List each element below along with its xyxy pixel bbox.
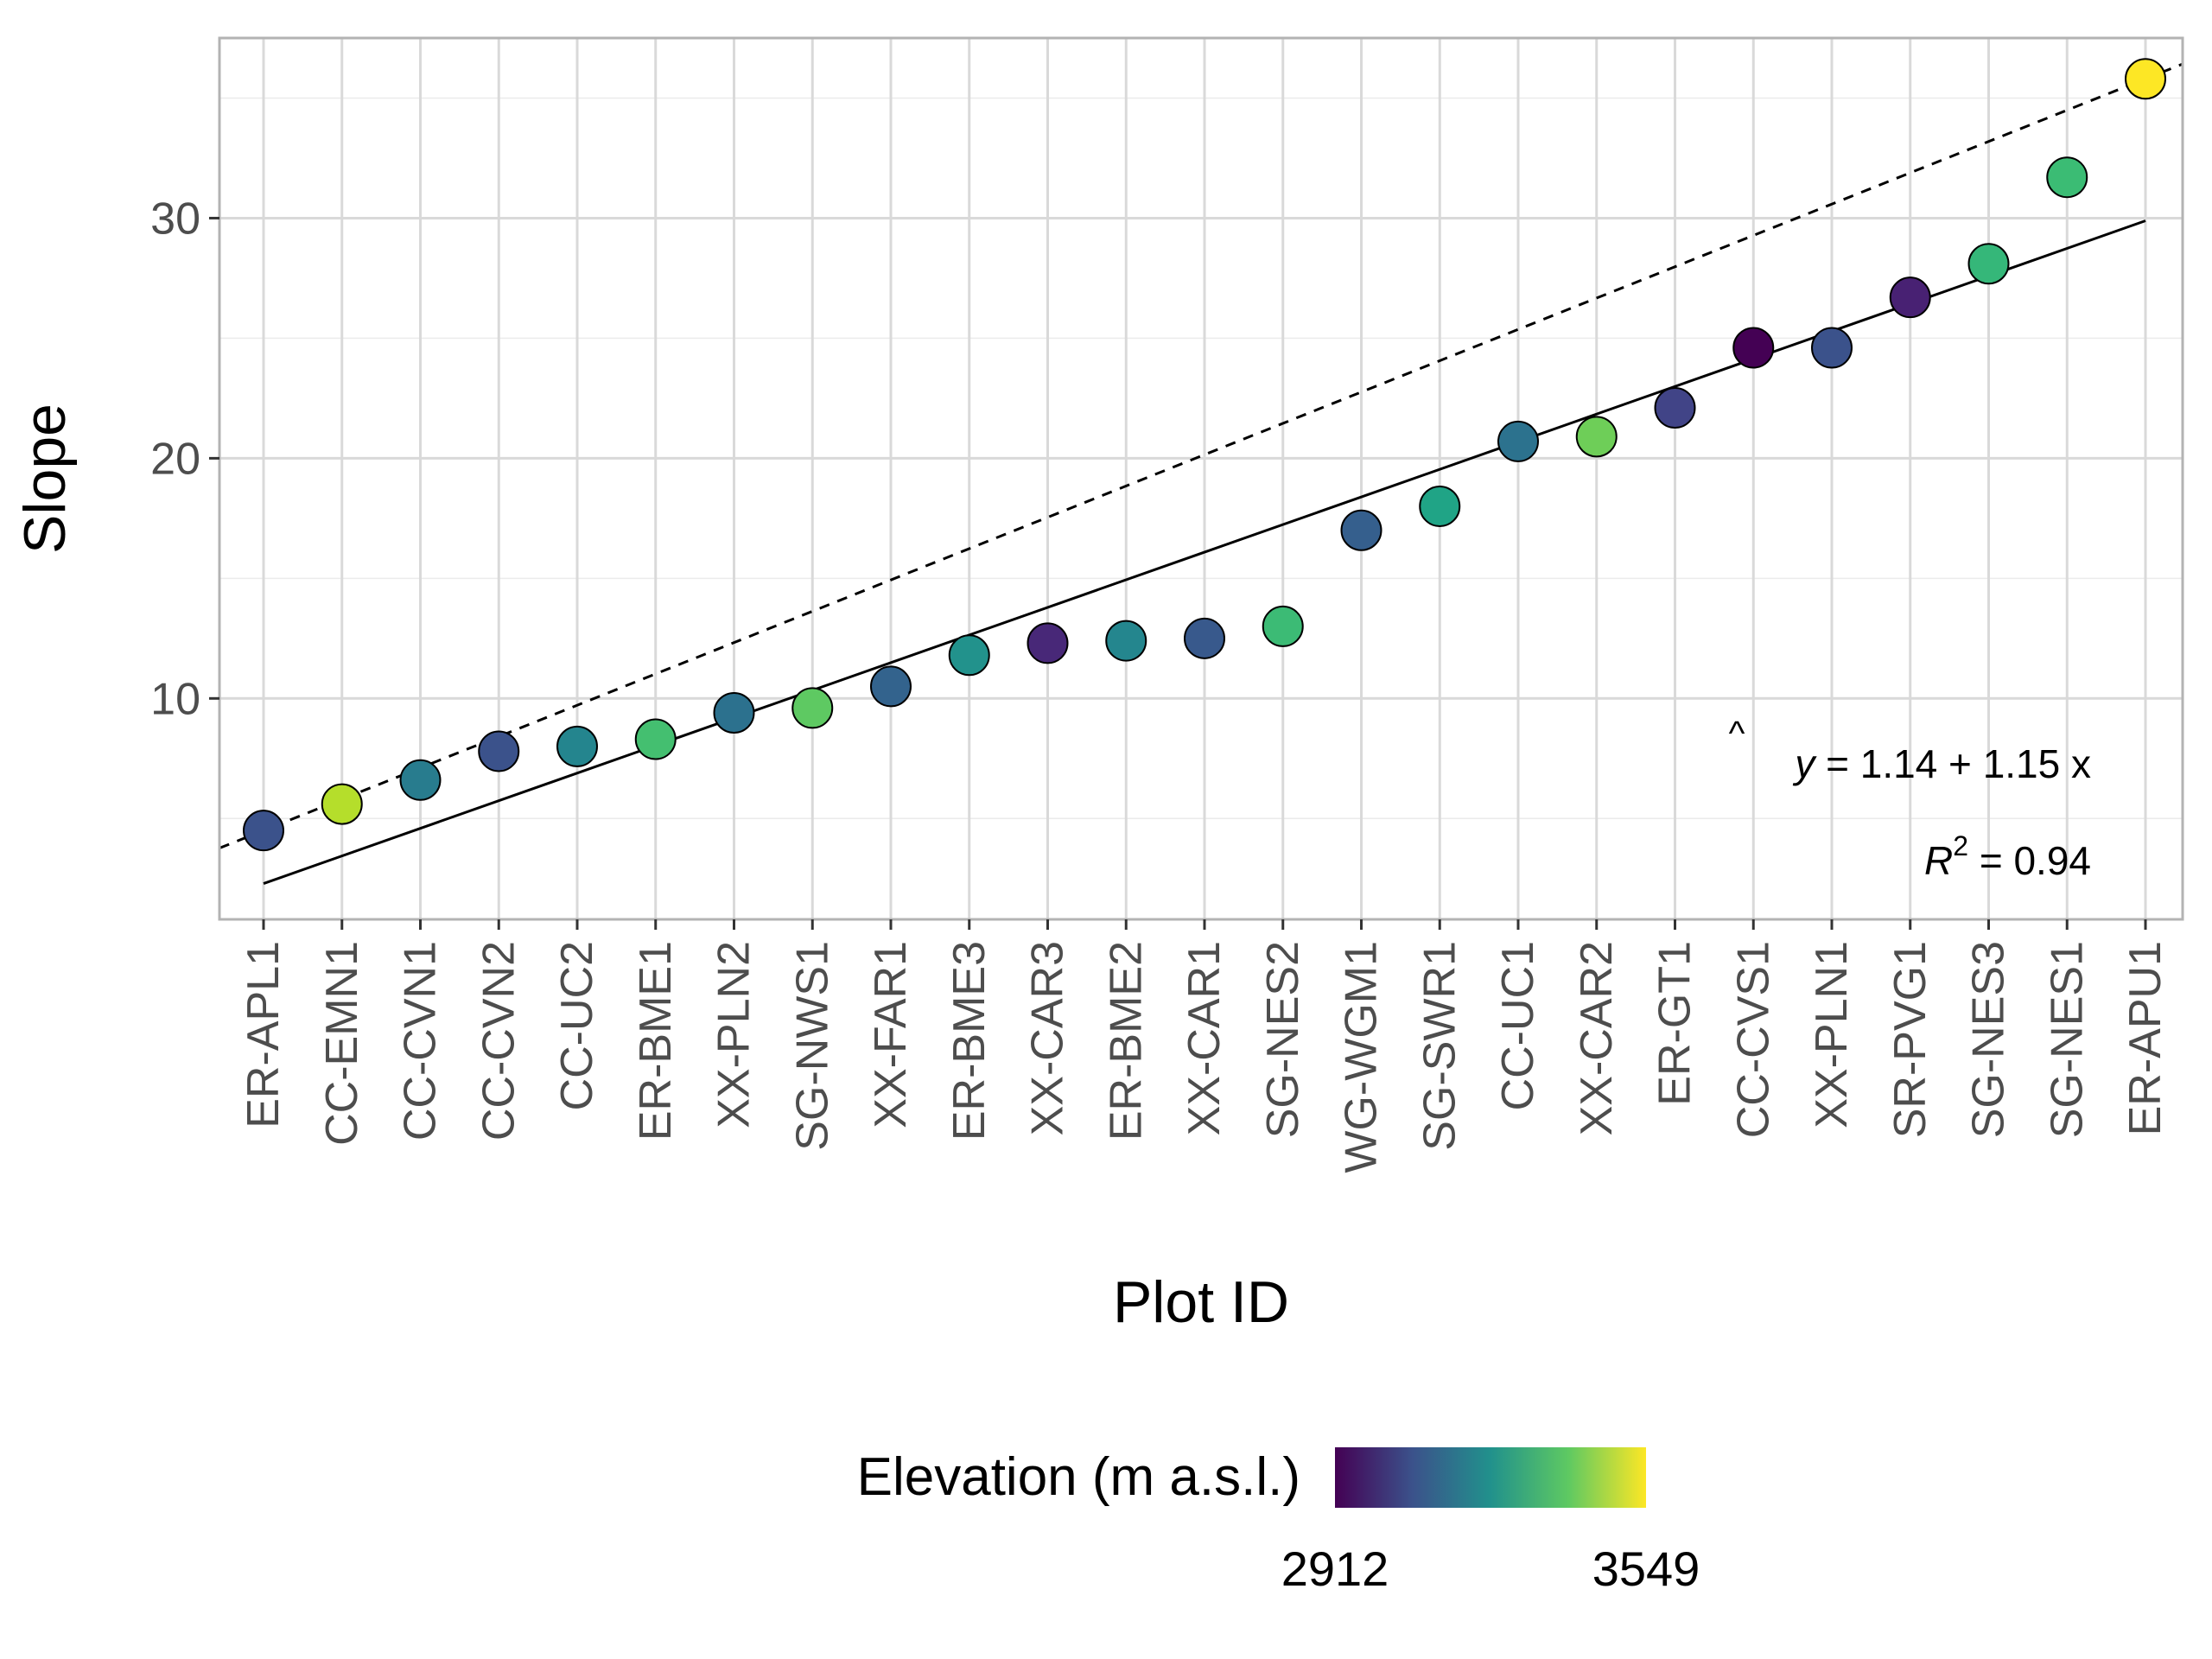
identity-line [219,62,2183,849]
data-points [243,58,2166,852]
color-legend: Elevation (m a.s.l.) 2912 3549 [857,1447,1700,1596]
x-tick-label: XX-CAR3 [1023,941,1073,1135]
plot-border [218,36,2184,921]
x-tick-label: ER-APL1 [238,941,289,1128]
x-tick-label: XX-FAR1 [866,941,916,1128]
x-tick-label: SR-PVG1 [1885,941,1936,1138]
x-tick-label: XX-CAR1 [1179,941,1230,1135]
y-axis: 10 20 30 [150,194,219,724]
data-point-xx-car2 [1575,416,1618,458]
x-tick-label: ER-APU1 [2120,941,2171,1135]
data-point-sg-nes1 [2046,156,2088,199]
x-tick-label: XX-PLN2 [709,941,760,1128]
data-point-er-bme2 [1105,620,1147,662]
x-tick-label: WG-WGM1 [1337,941,1387,1173]
x-tick-label: ER-GT1 [1650,941,1700,1106]
data-point-cc-cvn1 [399,759,442,801]
legend-title: Elevation (m a.s.l.) [857,1447,1300,1507]
x-tick-label: CC-UC1 [1493,941,1543,1110]
plot-panel [219,38,2183,919]
legend-max-label: 3549 [1592,1541,1700,1596]
legend-min-label: 2912 [1281,1541,1389,1596]
data-point-cc-emn1 [321,783,363,825]
data-point-xx-pln2 [713,691,755,734]
data-point-sg-nes2 [1262,605,1304,647]
y-tick-label: 10 [150,674,200,724]
x-axis: ER-APL1 CC-EMN1 CC-CVN1 CC-CVN2 CC-UC2 ER-BME… [238,919,2171,1173]
x-tick-label: XX-CAR2 [1572,941,1622,1135]
x-tick-label: ER-BME3 [944,941,995,1141]
r2-value: = 0.94 [1968,838,2091,883]
data-point-cc-cvn2 [478,730,520,772]
data-point-xx-pln1 [1811,327,1853,369]
r2-label: R [1924,838,1953,883]
x-tick-label: XX-PLN1 [1807,941,1857,1128]
equation-body: = 1.14 + 1.15 x [1815,741,2091,786]
y-tick-label: 20 [150,434,200,484]
data-point-sg-nws1 [791,687,834,729]
x-tick-label: SG-NWS1 [787,941,837,1151]
equation-yhat: y [1792,741,1817,786]
data-point-cc-cvs1 [1732,327,1775,369]
x-tick-label: ER-BME2 [1101,941,1151,1141]
x-tick-label: SG-NES2 [1258,941,1308,1138]
y-axis-title: Slope [12,404,78,554]
x-tick-label: ER-BME1 [631,941,681,1141]
data-point-cc-uc2 [556,725,598,767]
data-point-sg-swr1 [1419,485,1461,527]
x-tick-label: SG-SWR1 [1414,941,1465,1151]
data-point-xx-car3 [1027,622,1069,664]
x-axis-title: Plot ID [1113,1269,1289,1335]
data-point-er-apu1 [2125,58,2166,100]
data-point-er-bme3 [948,634,990,677]
data-point-cc-uc1 [1497,420,1539,462]
legend-colorbar [1335,1447,1646,1508]
x-tick-label: SG-NES1 [2042,941,2092,1138]
regression-equation: y = 1.14 + 1.15 x ^ [1729,715,2091,786]
data-point-er-apl1 [243,810,284,852]
r-squared: R2 = 0.94 [1924,830,2091,883]
data-point-sg-nes3 [1967,243,2010,285]
data-point-wg-wgm1 [1340,509,1382,551]
hat-mark: ^ [1729,715,1745,753]
x-tick-label: SG-NES3 [1964,941,2014,1138]
grid-lines [219,38,2183,919]
svg-text:R2 = 0.94: R2 = 0.94 [1924,830,2091,883]
data-point-er-bme1 [634,718,677,760]
y-tick-label: 30 [150,194,200,244]
svg-text:y = 1.14 + 1.15 x: y = 1.14 + 1.15 x [1792,741,2091,786]
data-point-er-gt1 [1654,387,1696,429]
x-tick-label: CC-CVN1 [396,941,446,1141]
r2-superscript: 2 [1953,830,1968,861]
x-tick-label: CC-CVN2 [474,941,524,1141]
x-tick-label: CC-UC2 [552,941,602,1110]
data-point-xx-far1 [870,665,912,708]
x-tick-label: CC-CVS1 [1728,941,1778,1138]
x-tick-label: CC-EMN1 [317,941,367,1146]
data-point-sr-pvg1 [1889,276,1931,319]
data-point-xx-car1 [1184,617,1225,659]
